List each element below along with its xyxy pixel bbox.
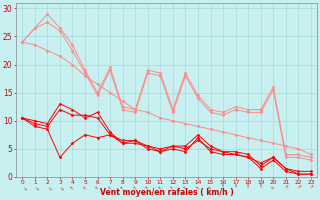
Text: ↑: ↑ [207,184,214,191]
Text: ↑: ↑ [82,184,88,191]
Text: ↑: ↑ [221,184,225,189]
X-axis label: Vent moyen/en rafales ( km/h ): Vent moyen/en rafales ( km/h ) [100,188,234,197]
Text: ↑: ↑ [94,184,101,191]
Text: ↑: ↑ [19,184,26,191]
Text: ↑: ↑ [195,184,201,191]
Text: ↑: ↑ [234,184,238,189]
Text: ↑: ↑ [259,184,263,189]
Text: ↑: ↑ [107,184,113,191]
Text: ↑: ↑ [119,184,126,191]
Text: ↑: ↑ [157,184,164,191]
Text: ↑: ↑ [295,184,302,191]
Text: ↑: ↑ [44,184,51,191]
Text: ↑: ↑ [270,184,276,191]
Text: ↑: ↑ [145,184,151,191]
Text: ↑: ↑ [170,184,176,191]
Text: ↑: ↑ [69,184,76,191]
Text: ↑: ↑ [32,184,38,191]
Text: ↑: ↑ [246,184,250,189]
Text: ↑: ↑ [283,184,289,191]
Text: ↑: ↑ [132,184,139,191]
Text: ↑: ↑ [57,184,63,191]
Text: ↑: ↑ [308,184,314,191]
Text: ↑: ↑ [182,184,189,191]
